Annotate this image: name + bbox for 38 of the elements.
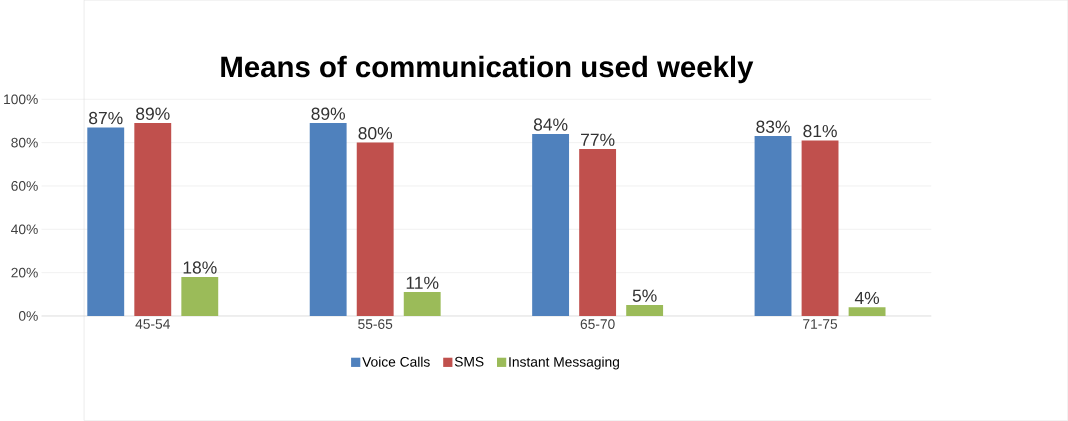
bar [801,140,839,317]
x-tick-label: 45-54 [135,319,170,329]
bar [579,149,617,317]
bar [848,307,886,317]
bar [181,277,219,317]
data-label: 4% [854,291,880,305]
data-label: 18% [183,261,217,274]
bar [309,123,347,317]
bar [134,123,172,317]
legend-label: SMS [454,356,484,367]
data-label: 77% [581,133,615,146]
data-label: 81% [803,124,837,138]
y-tick-label: 80% [11,137,38,148]
data-label: 11% [406,276,439,289]
legend-label: Instant Messaging [509,356,619,370]
data-label: 89% [311,107,346,120]
x-tick-label: 71-75 [803,319,838,329]
x-tick-label: 65-70 [580,319,615,330]
y-tick-label: 60% [11,181,38,191]
data-label: 87% [89,111,123,125]
data-label: 89% [136,107,170,120]
data-label: 5% [632,289,657,302]
y-tick-label: 100% [4,94,38,105]
bar [356,142,394,317]
data-label: 83% [756,120,790,133]
legend-label: Voice Calls [362,356,430,367]
y-tick-label: 40% [11,224,38,235]
bar [626,305,664,317]
bar [754,136,792,317]
y-tick-label: 20% [11,267,38,278]
x-tick-label: 55-65 [358,319,393,330]
data-label: 80% [358,127,393,140]
data-label: 84% [533,118,568,131]
chart-title: Means of communication used weekly [221,55,754,84]
bar [403,292,441,317]
bar [532,134,570,317]
bar [87,127,125,317]
y-tick-label: 0% [18,311,38,321]
